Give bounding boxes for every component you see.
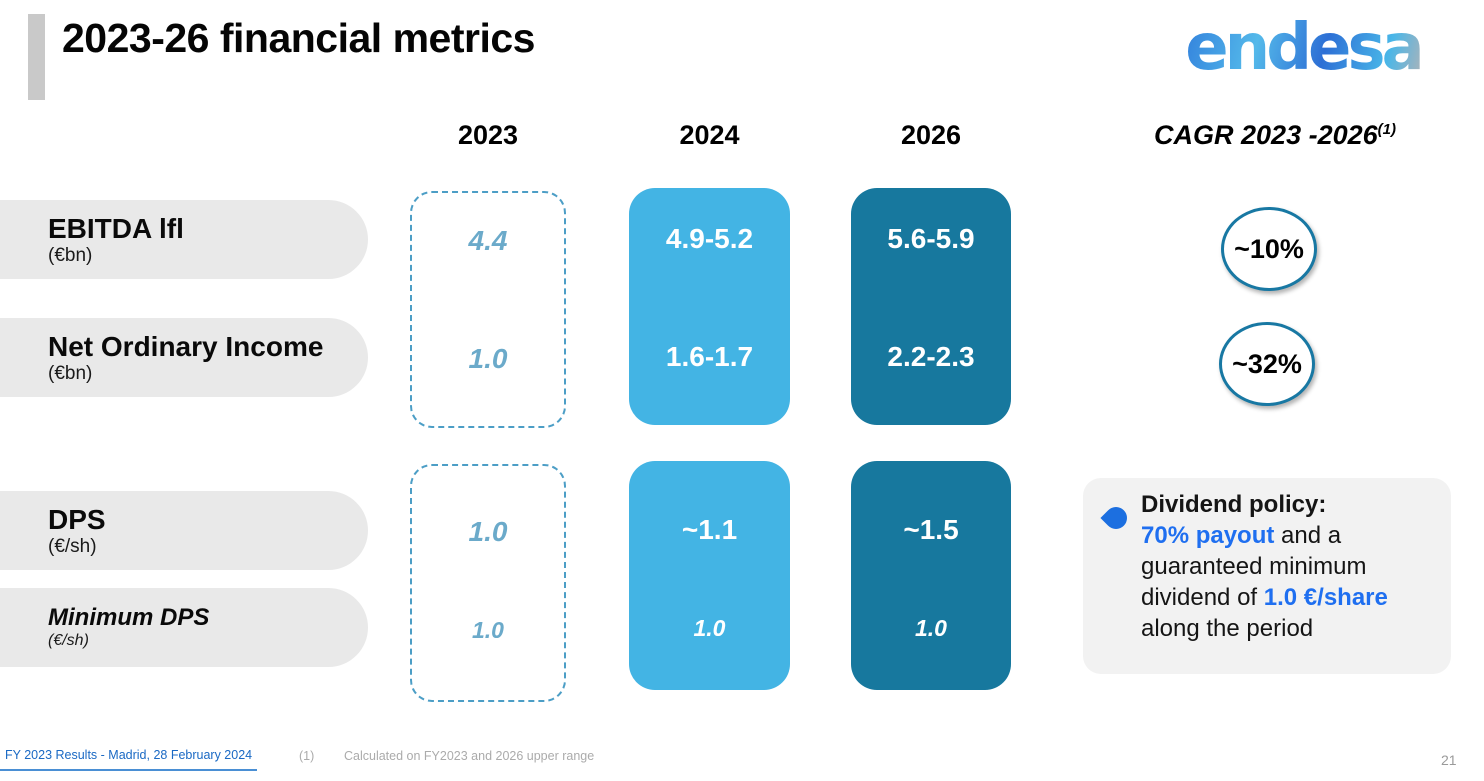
- row-label-minimum-dps: Minimum DPS (€/sh): [0, 588, 368, 667]
- page-number: 21: [1441, 752, 1457, 768]
- cagr-badge-noi: ~32%: [1219, 322, 1315, 406]
- row-label-ebitda-text: EBITDA lfl: [48, 212, 184, 244]
- cagr-header-text: CAGR 2023 -2026: [1154, 120, 1378, 150]
- value-ebitda-2024: 4.9-5.2: [665, 223, 754, 254]
- value-noi-2024: 1.6-1.7: [665, 341, 754, 372]
- value-ebitda-2026: 5.6-5.9: [887, 223, 975, 254]
- dividend-policy-heading: Dividend policy:: [1141, 491, 1327, 518]
- row-label-dps: DPS (€/sh): [0, 491, 368, 570]
- row-unit-noi: (€bn): [48, 362, 93, 384]
- row-label-net-ordinary-income: Net Ordinary Income (€bn): [0, 318, 368, 397]
- dividend-amount-highlight: 1.0 €/share: [1263, 584, 1388, 611]
- row-unit-dps: (€/sh): [48, 535, 97, 557]
- row-label-ebitda: EBITDA lfl (€bn): [0, 200, 368, 279]
- value-min-dps-2023: 1.0: [472, 616, 504, 643]
- column-header-2026: 2026: [900, 120, 962, 150]
- drop-bullet-icon: [1100, 502, 1132, 534]
- value-box-2024-bottom: ~1.1 1.0: [629, 461, 790, 690]
- row-label-min-dps-text: Minimum DPS: [48, 604, 210, 631]
- value-dps-2024: ~1.1: [681, 514, 738, 545]
- value-dps-2026: ~1.5: [903, 514, 959, 545]
- column-header-cagr: CAGR 2023 -2026(1): [1120, 120, 1430, 151]
- title-accent-bar: [28, 14, 45, 100]
- endesa-logo: endesa: [1178, 16, 1428, 86]
- value-box-2023-top: 4.4 1.0: [410, 191, 566, 428]
- footnote-text: Calculated on FY2023 and 2026 upper rang…: [344, 749, 595, 763]
- value-min-dps-2024: 1.0: [693, 614, 726, 641]
- cagr-badge-ebitda: ~10%: [1221, 207, 1317, 291]
- row-label-noi-text: Net Ordinary Income: [48, 330, 324, 362]
- footnote-marker: (1): [299, 749, 315, 763]
- value-ebitda-2023: 4.4: [468, 225, 508, 256]
- payout-highlight: 70% payout: [1141, 522, 1275, 549]
- value-noi-2023: 1.0: [468, 343, 508, 374]
- value-box-2024-top: 4.9-5.2 1.6-1.7: [629, 188, 790, 425]
- column-header-2023: 2023: [457, 120, 519, 150]
- dividend-policy-note: Dividend policy: 70% payout and a guaran…: [1083, 478, 1451, 674]
- payout-rest: and a: [1274, 522, 1342, 549]
- note-line-3: guaranteed minimum: [1141, 553, 1367, 580]
- value-box-2023-bottom: 1.0 1.0: [410, 464, 566, 702]
- row-label-dps-text: DPS: [48, 503, 106, 535]
- value-noi-2026: 2.2-2.3: [887, 341, 975, 372]
- value-min-dps-2026: 1.0: [915, 614, 947, 641]
- cagr-footnote-ref: (1): [1377, 121, 1396, 138]
- note-line-5: along the period: [1141, 615, 1314, 642]
- note-line-4-prefix: dividend of: [1141, 584, 1264, 611]
- value-box-2026-bottom: ~1.5 1.0: [851, 461, 1011, 690]
- value-box-2026-top: 5.6-5.9 2.2-2.3: [851, 188, 1011, 425]
- value-dps-2023: 1.0: [468, 516, 508, 547]
- column-header-2024: 2024: [679, 120, 740, 150]
- page-title: 2023-26 financial metrics: [62, 15, 535, 61]
- row-unit-min-dps: (€/sh): [48, 632, 89, 649]
- dividend-policy-text: Dividend policy: 70% payout and a guaran…: [1141, 489, 1441, 644]
- row-unit-ebitda: (€bn): [48, 244, 93, 266]
- footer-presentation-title: FY 2023 Results - Madrid, 28 February 20…: [5, 748, 253, 762]
- footer-underline: [0, 769, 257, 771]
